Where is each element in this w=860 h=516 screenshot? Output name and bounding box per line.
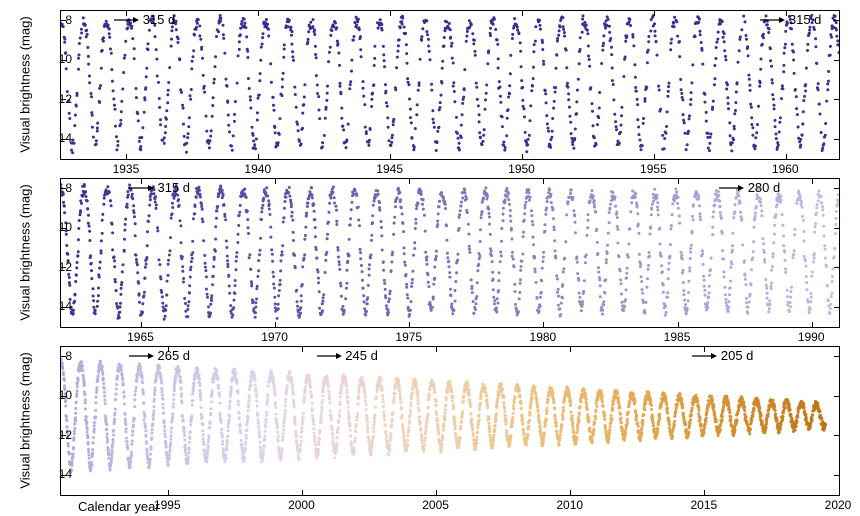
annotation-label: 245 d bbox=[342, 348, 378, 363]
xtick-label: 2010 bbox=[556, 499, 583, 511]
annotation-label: 315 d bbox=[785, 12, 821, 27]
arrow-right-icon bbox=[691, 351, 717, 361]
annotation-label: 205 d bbox=[717, 348, 753, 363]
arrow-right-icon bbox=[113, 15, 139, 25]
scatter-plot bbox=[61, 179, 839, 327]
period-annotation: 315 d bbox=[113, 12, 175, 27]
period-annotation: 205 d bbox=[691, 348, 753, 363]
xtick-label: 1945 bbox=[376, 163, 403, 175]
ytick-label: 12 bbox=[48, 261, 72, 273]
xtick-label: 1990 bbox=[798, 331, 825, 343]
ytick-label: 14 bbox=[48, 300, 72, 312]
xtick-label: 1955 bbox=[640, 163, 667, 175]
annotation-label: 315 d bbox=[139, 12, 175, 27]
arrow-right-icon bbox=[759, 15, 785, 25]
annotation-label: 265 d bbox=[154, 348, 190, 363]
ytick-label: 12 bbox=[48, 429, 72, 441]
period-annotation: 315 d bbox=[759, 12, 821, 27]
xtick-label: 2005 bbox=[422, 499, 449, 511]
xtick-label: 1965 bbox=[127, 331, 154, 343]
xtick-label: 1935 bbox=[113, 163, 140, 175]
xtick-label: 2000 bbox=[288, 499, 315, 511]
period-annotation: 265 d bbox=[128, 348, 190, 363]
ytick-label: 8 bbox=[48, 14, 72, 26]
ytick-label: 12 bbox=[48, 93, 72, 105]
xtick-label: 1985 bbox=[664, 331, 691, 343]
arrow-right-icon bbox=[718, 183, 744, 193]
ytick-label: 10 bbox=[48, 53, 72, 65]
ytick-label: 8 bbox=[48, 350, 72, 362]
xtick-label: 1950 bbox=[508, 163, 535, 175]
y-axis-label: Visual brightness (mag) bbox=[18, 10, 33, 160]
x-axis-label: Calendar year bbox=[78, 499, 160, 514]
xtick-label: 2015 bbox=[691, 499, 718, 511]
annotation-label: 280 d bbox=[744, 180, 780, 195]
xtick-label: 1940 bbox=[244, 163, 271, 175]
ytick-label: 10 bbox=[48, 389, 72, 401]
scatter-plot bbox=[61, 11, 839, 159]
xtick-label: 1970 bbox=[261, 331, 288, 343]
period-annotation: 315 d bbox=[128, 180, 190, 195]
ytick-label: 8 bbox=[48, 182, 72, 194]
chart-panel bbox=[60, 346, 840, 496]
period-annotation: 280 d bbox=[718, 180, 780, 195]
scatter-plot bbox=[61, 347, 839, 495]
chart-panel bbox=[60, 178, 840, 328]
arrow-right-icon bbox=[316, 351, 342, 361]
figure-container: 8 10 12 14 1935 1940 1945 1950 1955 1960 Visual br… bbox=[0, 0, 860, 516]
chart-panel bbox=[60, 10, 840, 160]
xtick-label: 1960 bbox=[772, 163, 799, 175]
ytick-label: 14 bbox=[48, 468, 72, 480]
ytick-label: 10 bbox=[48, 221, 72, 233]
xtick-label: 1975 bbox=[395, 331, 422, 343]
arrow-right-icon bbox=[128, 183, 154, 193]
period-annotation: 245 d bbox=[316, 348, 378, 363]
xtick-label: 2020 bbox=[825, 499, 852, 511]
arrow-right-icon bbox=[128, 351, 154, 361]
y-axis-label: Visual brightness (mag) bbox=[18, 346, 33, 496]
ytick-label: 14 bbox=[48, 132, 72, 144]
annotation-label: 315 d bbox=[154, 180, 190, 195]
xtick-label: 1980 bbox=[530, 331, 557, 343]
y-axis-label: Visual brightness (mag) bbox=[18, 178, 33, 328]
